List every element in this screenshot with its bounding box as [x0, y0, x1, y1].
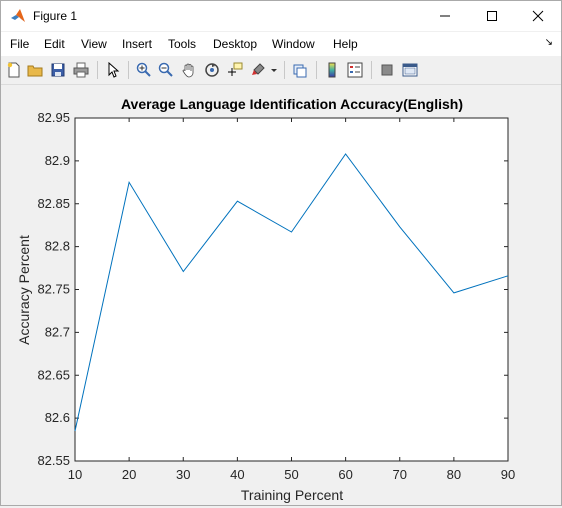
x-axis-label: Training Percent [241, 487, 343, 503]
menu-view[interactable]: View [81, 37, 107, 51]
open-file-icon[interactable] [25, 60, 45, 80]
minimize-button[interactable] [422, 1, 468, 31]
close-icon [532, 10, 544, 22]
axes-box [75, 118, 508, 461]
y-tick-label: 82.9 [45, 153, 70, 168]
link-plot-icon[interactable] [290, 60, 310, 80]
zoom-in-icon[interactable] [134, 60, 154, 80]
print-icon[interactable] [71, 60, 91, 80]
legend-icon[interactable] [345, 60, 365, 80]
maximize-button[interactable] [469, 1, 515, 31]
menu-file[interactable]: File [10, 37, 29, 51]
save-icon[interactable] [48, 60, 68, 80]
x-tick-label: 80 [447, 467, 461, 482]
menu-help[interactable]: Help [333, 37, 358, 51]
y-tick-label: 82.85 [37, 196, 70, 211]
y-tick-label: 82.65 [37, 367, 70, 382]
x-tick-label: 20 [122, 467, 136, 482]
line-chart: 82.55 82.6 82.65 82.7 82.75 82.8 82.85 82.9 82.9… [1, 85, 561, 505]
toolbar-separator [128, 61, 129, 79]
y-tick-label: 82.75 [37, 282, 70, 297]
pan-icon[interactable] [179, 60, 199, 80]
maximize-icon [486, 10, 498, 22]
matlab-logo-icon [10, 8, 26, 24]
x-tick-label: 70 [393, 467, 407, 482]
x-tick-label: 60 [338, 467, 352, 482]
y-tick-label: 82.55 [37, 453, 70, 468]
x-tick-label: 30 [176, 467, 190, 482]
toolbar-separator [371, 61, 372, 79]
brush-icon[interactable] [248, 60, 268, 80]
window-title: Figure 1 [33, 9, 77, 23]
menu-edit[interactable]: Edit [44, 37, 65, 51]
menu-insert[interactable]: Insert [122, 37, 152, 51]
data-cursor-icon[interactable] [225, 60, 245, 80]
new-figure-icon[interactable] [4, 60, 24, 80]
menu-window[interactable]: Window [272, 37, 315, 51]
y-tick-label: 82.8 [45, 239, 70, 254]
x-tick-label: 90 [501, 467, 515, 482]
menu-tools[interactable]: Tools [168, 37, 196, 51]
chart-title: Average Language Identification Accuracy… [121, 96, 463, 112]
toolbar-separator [316, 61, 317, 79]
y-axis-label: Accuracy Percent [16, 235, 32, 345]
figure-canvas: 82.55 82.6 82.65 82.7 82.75 82.8 82.85 82.9 82.9… [1, 85, 561, 505]
hide-plot-tools-icon[interactable] [377, 60, 397, 80]
x-tick-label: 10 [68, 467, 82, 482]
figure-toolbar [1, 56, 561, 85]
show-plot-tools-icon[interactable] [400, 60, 420, 80]
rotate-3d-icon[interactable] [202, 60, 222, 80]
dock-figure-icon[interactable]: ↘ [545, 37, 553, 48]
toolbar-separator [97, 61, 98, 79]
y-tick-label: 82.7 [45, 324, 70, 339]
colorbar-icon[interactable] [322, 60, 342, 80]
title-bar: Figure 1 [1, 1, 561, 31]
menu-bar: File Edit View Insert Tools Desktop Wind… [1, 32, 561, 56]
x-tick-label: 40 [230, 467, 244, 482]
toolbar-separator [284, 61, 285, 79]
close-button[interactable] [515, 1, 561, 31]
zoom-out-icon[interactable] [156, 60, 176, 80]
x-tick-label: 50 [284, 467, 298, 482]
y-tick-label: 82.95 [37, 110, 70, 125]
brush-dropdown-icon[interactable] [269, 60, 279, 80]
minimize-icon [439, 10, 451, 22]
pointer-icon[interactable] [103, 60, 123, 80]
y-tick-label: 82.6 [45, 410, 70, 425]
menu-desktop[interactable]: Desktop [213, 37, 257, 51]
